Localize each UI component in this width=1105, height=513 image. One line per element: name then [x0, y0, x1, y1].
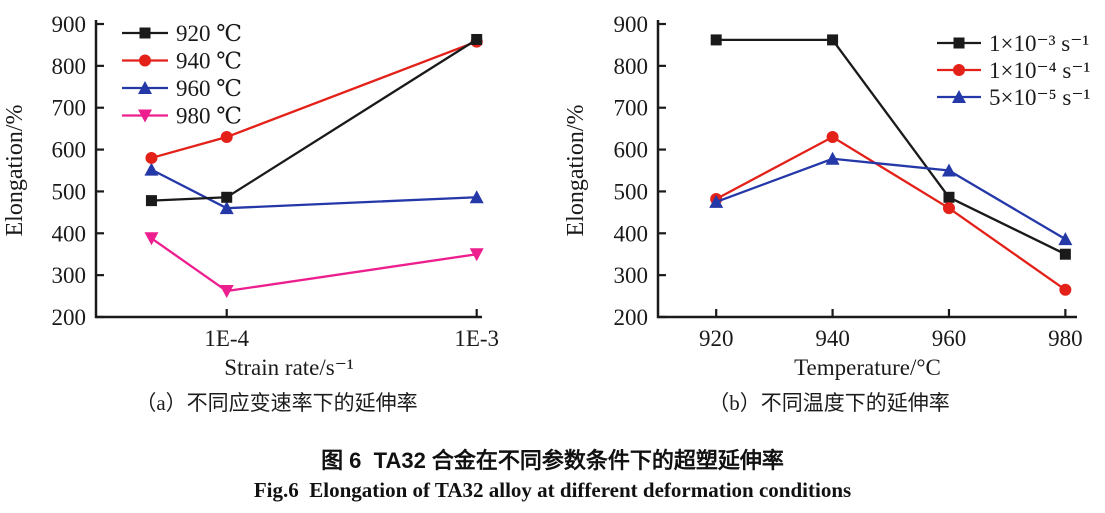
- y-tick-label: 200: [614, 305, 649, 330]
- x-tick-label: 980: [1048, 326, 1083, 351]
- y-tick-label: 300: [614, 263, 649, 288]
- x-tick-label: 940: [815, 326, 850, 351]
- data-point-marker: [943, 191, 955, 203]
- x-axis-title: Temperature/°C: [794, 355, 941, 380]
- data-point-marker: [221, 191, 233, 203]
- x-axis-title: Strain rate/s⁻¹: [224, 355, 354, 380]
- data-point-marker: [1059, 248, 1071, 260]
- data-point-marker: [825, 151, 840, 165]
- y-tick-label: 700: [52, 96, 87, 121]
- data-point-marker: [826, 131, 839, 144]
- legend-label: 940 ℃: [176, 49, 242, 74]
- y-tick-label: 900: [614, 12, 649, 37]
- y-axis-title: Elongation/%: [2, 105, 28, 237]
- legend-swatch-marker: [139, 54, 151, 67]
- data-point-marker: [827, 34, 839, 46]
- legend-swatch-marker: [952, 90, 966, 103]
- x-tick-label: 1E-4: [204, 326, 249, 351]
- y-tick-label: 400: [614, 221, 649, 246]
- data-point-marker: [145, 195, 157, 207]
- series-line: [150, 168, 477, 210]
- legend-swatch-marker: [138, 81, 152, 94]
- legend-swatch-marker: [953, 37, 965, 49]
- y-tick-label: 600: [614, 138, 649, 163]
- data-point-marker: [709, 194, 724, 208]
- data-point-marker: [1059, 283, 1072, 296]
- series-line: [715, 157, 1066, 241]
- legend-swatch-marker: [138, 109, 152, 123]
- data-point-marker: [220, 131, 233, 144]
- series-line: [715, 135, 1067, 291]
- y-axis-title: Elongation/%: [563, 105, 589, 237]
- chart-b-caption: （b）不同温度下的延伸率: [708, 391, 950, 415]
- figure-caption-en: Fig.6 Elongation of TA32 alloy at differ…: [253, 478, 852, 502]
- y-tick-label: 500: [52, 179, 87, 204]
- series-line: [716, 38, 1066, 256]
- series-line: [150, 237, 477, 293]
- data-point-marker: [1058, 232, 1073, 246]
- y-tick-label: 800: [52, 54, 87, 79]
- data-point-marker: [219, 201, 234, 215]
- legend-swatch-marker: [139, 27, 151, 39]
- x-tick-label: 960: [932, 326, 967, 351]
- data-point-marker: [469, 248, 484, 262]
- legend-label: 1×10⁻⁴ s⁻¹: [989, 58, 1090, 83]
- data-point-marker: [145, 151, 158, 164]
- data-point-marker: [942, 202, 955, 215]
- data-point-marker: [471, 33, 483, 45]
- legend-label: 5×10⁻⁵ s⁻¹: [989, 85, 1090, 110]
- data-point-marker: [144, 162, 159, 176]
- legend-label: 920 ℃: [176, 21, 242, 46]
- y-tick-label: 400: [52, 221, 87, 246]
- data-point-marker: [144, 232, 159, 246]
- figure-caption-zh: 图 6 TA32 合金在不同参数条件下的超塑延伸率: [321, 448, 784, 473]
- legend-swatch-marker: [953, 64, 965, 76]
- y-tick-label: 300: [52, 263, 87, 288]
- x-tick-label: 920: [699, 326, 734, 351]
- data-point-marker: [710, 34, 722, 46]
- chart-a: 200 300 400 500 600 700 800 900 1E-4 1E-3 Strain r…: [2, 12, 499, 380]
- data-point-marker: [941, 163, 956, 177]
- data-point-marker: [219, 285, 234, 299]
- data-point-marker: [469, 190, 484, 204]
- y-tick-label: 500: [614, 179, 649, 204]
- legend-label: 960 ℃: [176, 76, 242, 101]
- chart-b: 200 300 400 500 600 700 800 900 920 940 960 980 Temp…: [563, 12, 1090, 380]
- y-tick-label: 700: [614, 96, 649, 121]
- legend-label: 1×10⁻³ s⁻¹: [989, 31, 1089, 56]
- y-tick-label: 600: [52, 138, 87, 163]
- x-tick-label: 1E-3: [454, 326, 499, 351]
- legend-label: 980 ℃: [176, 104, 242, 129]
- y-tick-label: 900: [52, 12, 87, 37]
- y-tick-label: 200: [52, 305, 87, 330]
- y-tick-label: 800: [614, 54, 649, 79]
- chart-a-caption: （a）不同应变速率下的延伸率: [135, 391, 418, 415]
